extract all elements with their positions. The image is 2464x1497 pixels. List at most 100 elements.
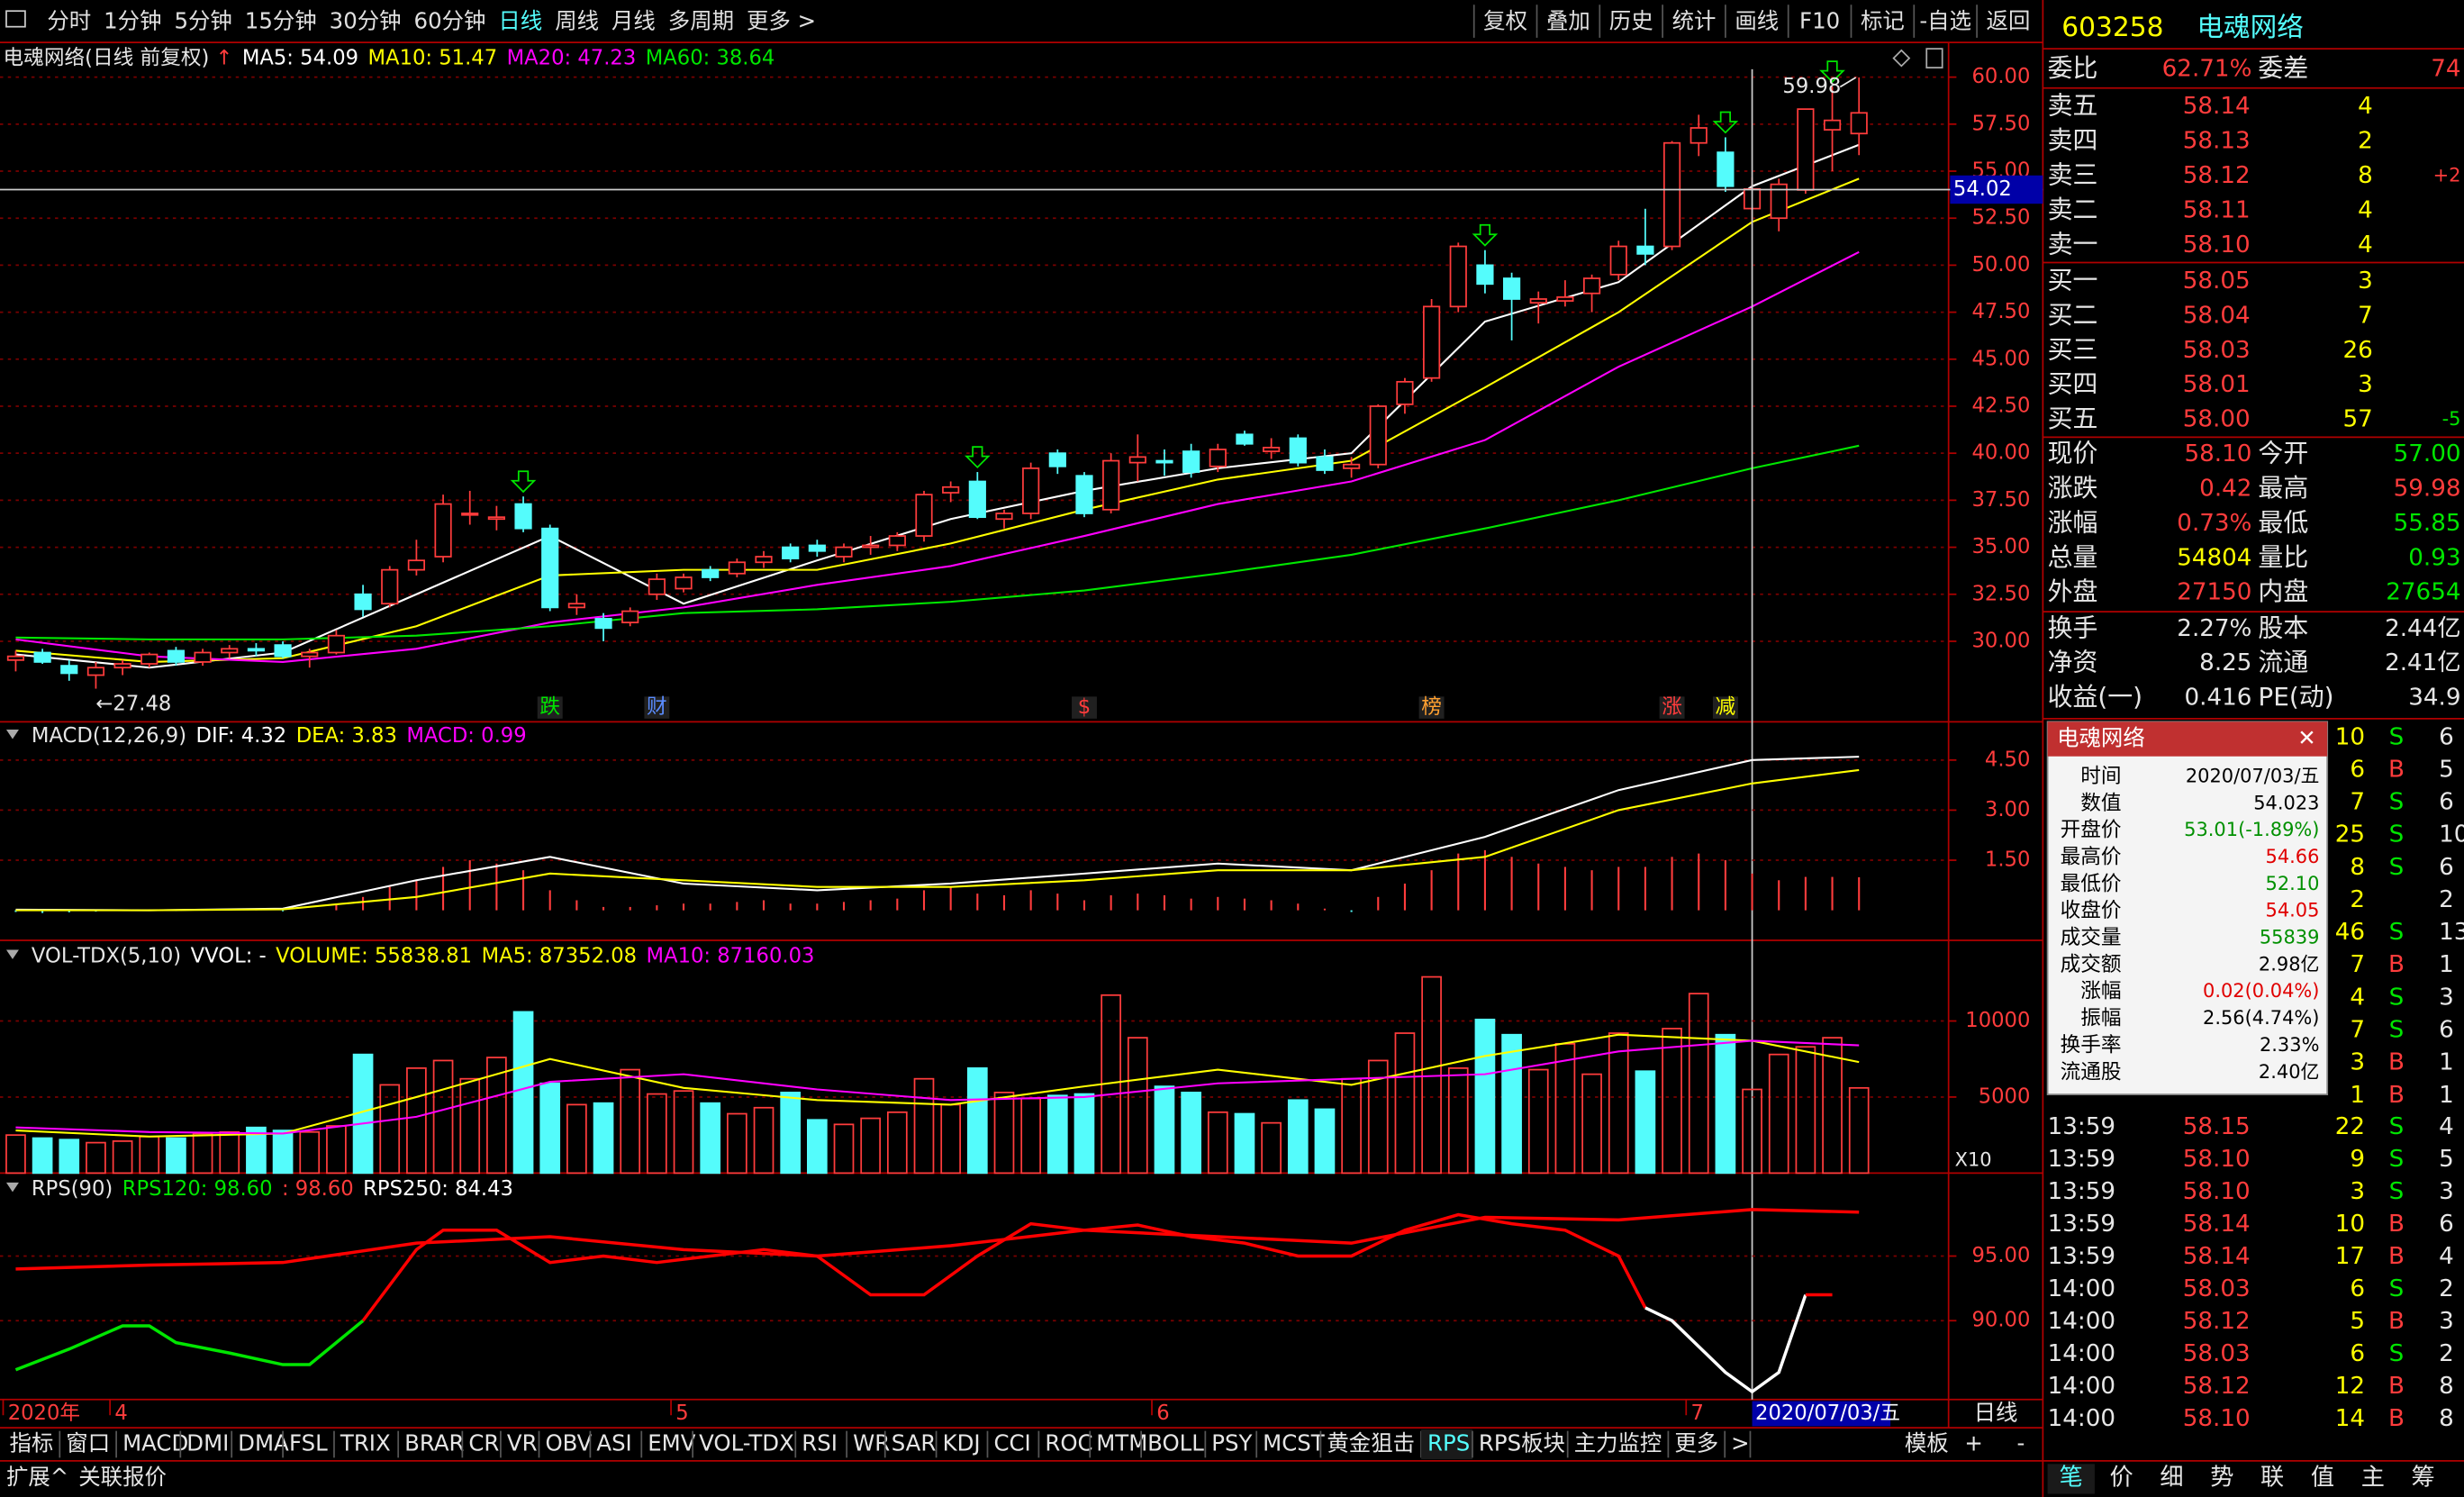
tool-button[interactable]: -自选 [1919, 7, 1971, 33]
volume-bar [886, 1111, 908, 1175]
panel-tab[interactable]: 主 [2361, 1465, 2385, 1492]
indicator-tab[interactable]: > [1731, 1430, 1749, 1456]
indicator-tab[interactable]: 黄金狙击 [1327, 1430, 1415, 1456]
tool-button[interactable]: 返回 [1987, 7, 2031, 33]
tool-button[interactable]: F10 [1799, 7, 1840, 33]
tool-button[interactable]: 标记 [1861, 7, 1905, 33]
panel-tab[interactable]: 值 [2311, 1465, 2334, 1492]
indicator-tab[interactable]: 主力监控 [1574, 1430, 1662, 1456]
period-tab[interactable]: 多周期 [668, 7, 734, 33]
indicator-tab[interactable]: CR [468, 1430, 499, 1456]
indicator-line [15, 1033, 1860, 1138]
volume-bar [566, 1103, 587, 1175]
quote-value: 62.71% [2162, 55, 2252, 82]
panel-tab[interactable]: 笔 [2060, 1465, 2083, 1492]
indicator-tab[interactable]: ASI [596, 1430, 631, 1456]
volume-bar [700, 1102, 721, 1175]
volume-bar [860, 1117, 882, 1175]
period-tab[interactable]: 分时 [47, 7, 91, 33]
stat-label: 今开 [2258, 439, 2308, 468]
indicator-tab[interactable]: 窗口 [66, 1430, 110, 1456]
popup-value: 52.10 [2266, 873, 2320, 894]
indicator-line [15, 756, 1860, 912]
period-tab[interactable]: 5分钟 [174, 7, 231, 33]
candle-body [487, 516, 505, 521]
indicator-tab[interactable]: VOL-TDX [699, 1430, 794, 1456]
footer-tab[interactable]: 关联报价 [78, 1464, 167, 1490]
indicator-tab[interactable]: TRIX [340, 1430, 391, 1456]
order-level: 买二 [2048, 300, 2098, 330]
marker-box [537, 696, 563, 719]
period-tab[interactable]: 1分钟 [104, 7, 161, 33]
candle-body [1075, 475, 1093, 514]
y-tick-label: 30.00 [1972, 629, 2031, 652]
candle-body [1263, 447, 1281, 452]
panel-label: VVOL: - [191, 944, 267, 967]
tool-button[interactable]: 复权 [1483, 7, 1527, 33]
indicator-tab[interactable]: VR [507, 1430, 538, 1456]
indicator-tab[interactable]: MACD [122, 1430, 188, 1456]
indicator-tab[interactable]: FSL [289, 1430, 328, 1456]
volume-bar [1848, 1086, 1870, 1175]
indicator-tab[interactable]: RPS板块 [1479, 1430, 1565, 1456]
trade-volume: 12 [2335, 1373, 2365, 1400]
volume-bar [1742, 1088, 1762, 1175]
candle-body [1128, 456, 1146, 464]
tool-button[interactable]: 统计 [1672, 7, 1717, 33]
period-tab[interactable]: 周线 [555, 7, 599, 33]
indicator-tab[interactable]: RPS [1427, 1430, 1470, 1456]
indicator-tab[interactable]: MTM [1096, 1430, 1147, 1456]
popup-close[interactable]: ✕ [2297, 725, 2315, 751]
order-price: 58.10 [2183, 231, 2251, 259]
candle-body [755, 556, 773, 564]
indicator-tab[interactable]: OBV [545, 1430, 592, 1456]
candle-body [1022, 467, 1040, 514]
indicator-tab[interactable]: CCI [993, 1430, 1030, 1456]
indicator-tab[interactable]: EMV [648, 1430, 695, 1456]
template-button[interactable]: + [1964, 1430, 1982, 1456]
signal-arrow [965, 446, 991, 469]
panel-tab[interactable]: 势 [2210, 1465, 2233, 1492]
panel-tab[interactable]: 联 [2260, 1465, 2284, 1492]
panel-label: DEA: 3.83 [296, 724, 397, 748]
tool-button[interactable]: 叠加 [1546, 7, 1590, 33]
period-tab[interactable]: 15分钟 [245, 7, 317, 33]
indicator-tab[interactable]: 指标 [9, 1430, 53, 1456]
panel-header: MACD(12,26,9) DIF: 4.32 DEA: 3.83 MACD: 0.9… [32, 724, 527, 748]
indicator-tab[interactable]: BRAR [404, 1430, 464, 1456]
indicator-tab[interactable]: ROC [1045, 1430, 1092, 1456]
candle-body [968, 480, 986, 519]
footer-tab[interactable]: 扩展^ [6, 1464, 68, 1490]
indicator-tab[interactable]: DMA [238, 1430, 289, 1456]
indicator-tab[interactable]: PSY [1211, 1430, 1252, 1456]
panel-tab[interactable]: 价 [2110, 1465, 2133, 1492]
volume-bar [1822, 1037, 1843, 1175]
indicator-tab[interactable]: MCST [1263, 1430, 1325, 1456]
candle-body [1823, 119, 1842, 131]
period-tab[interactable]: 更多 > [747, 7, 816, 33]
period-tab[interactable]: 日线 [498, 7, 542, 33]
indicator-tab[interactable]: 更多 [1674, 1430, 1718, 1456]
period-tab[interactable]: 30分钟 [330, 7, 402, 33]
stat-value: 59.98 [2394, 475, 2461, 502]
indicator-tab[interactable]: DMI [186, 1430, 229, 1456]
candle-body [514, 503, 532, 530]
panel-title: VOL-TDX(5,10) [32, 944, 181, 967]
y-tick-label: 95.00 [1972, 1244, 2031, 1267]
indicator-tab[interactable]: BOLL [1147, 1430, 1204, 1456]
template-button[interactable]: 模板 [1905, 1430, 1949, 1456]
indicator-tab[interactable]: RSI [802, 1430, 838, 1456]
period-tab[interactable]: 60分钟 [414, 7, 486, 33]
period-tab[interactable]: 月线 [611, 7, 656, 33]
indicator-tab[interactable]: WR [853, 1430, 890, 1456]
indicator-tab[interactable]: SAR [892, 1430, 937, 1456]
tool-button[interactable]: 画线 [1735, 7, 1779, 33]
indicator-tab[interactable]: KDJ [943, 1430, 981, 1456]
template-button[interactable]: - [2017, 1430, 2025, 1456]
trade-price: 58.10 [2183, 1146, 2251, 1173]
panel-tab[interactable]: 细 [2160, 1465, 2183, 1492]
panel-tab[interactable]: 筹 [2412, 1465, 2435, 1492]
tool-button[interactable]: 历史 [1609, 7, 1653, 33]
order-price: 58.04 [2183, 302, 2251, 329]
